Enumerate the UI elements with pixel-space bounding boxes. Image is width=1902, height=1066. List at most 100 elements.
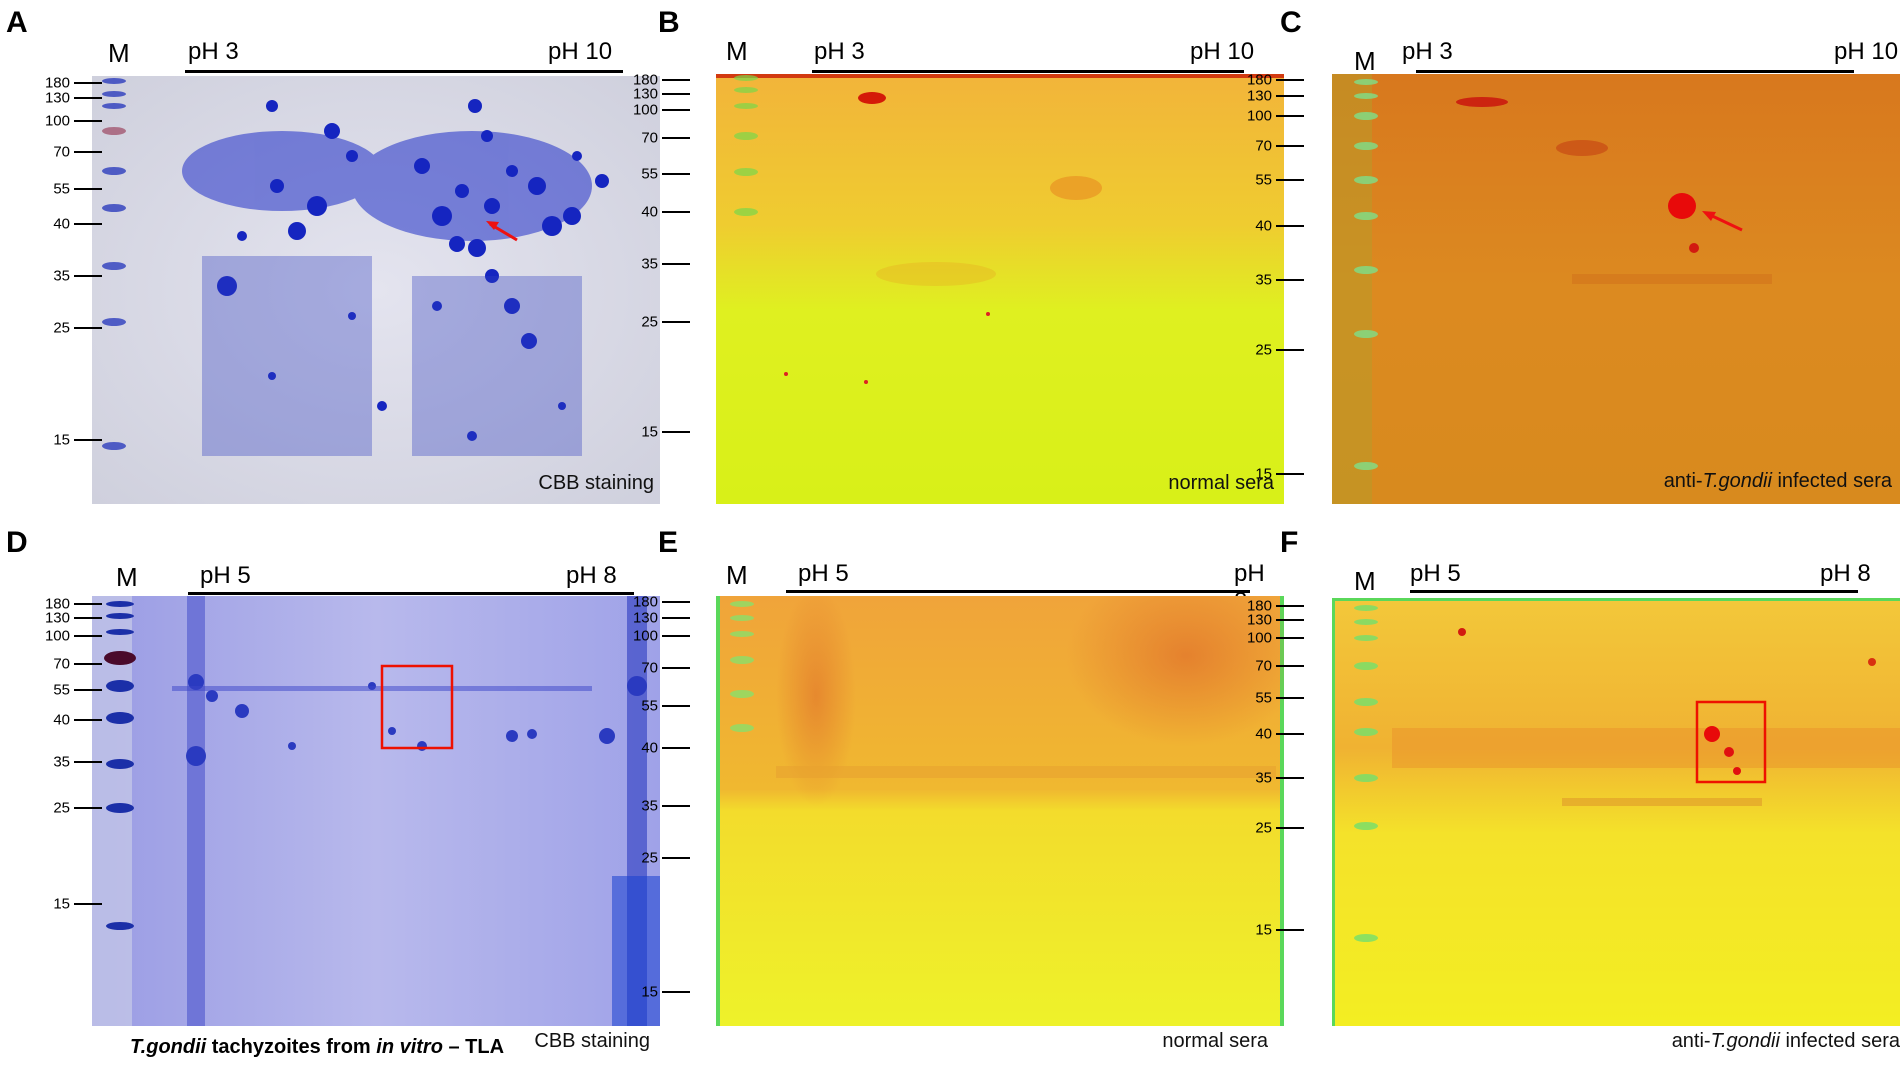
mw-tick xyxy=(662,705,690,707)
mw-15-label: 15 xyxy=(53,895,70,913)
mw-tick xyxy=(1276,225,1304,227)
gel-image xyxy=(92,76,660,504)
mw-tick xyxy=(662,173,690,175)
mw-55-label: 55 xyxy=(53,180,70,198)
mw-40-label: 40 xyxy=(1255,217,1272,235)
mw-70-label: 70 xyxy=(53,143,70,161)
ph-left-label: pH 5 xyxy=(1410,560,1461,587)
mw-tick xyxy=(662,601,690,603)
mw-180-label: 180 xyxy=(1246,597,1272,615)
caption-prefix: anti- xyxy=(1663,470,1703,492)
gel-image xyxy=(716,74,1284,504)
mw-25-label: 25 xyxy=(641,313,658,331)
panel-letter: C xyxy=(1280,6,1302,39)
mw-tick xyxy=(662,321,690,323)
mw-100-label: 100 xyxy=(1246,107,1272,125)
mw-70-label: 70 xyxy=(1255,657,1272,675)
ph-gradient-bar xyxy=(188,592,634,595)
marker-label: M xyxy=(1354,46,1376,76)
mw-100-label: 100 xyxy=(44,627,70,645)
panel-caption: normal sera xyxy=(1162,1030,1268,1052)
mw-tick xyxy=(74,689,102,691)
mw-25-label: 25 xyxy=(53,319,70,337)
mw-tick xyxy=(1276,605,1304,607)
mw-tick xyxy=(74,603,102,605)
mw-35-label: 35 xyxy=(1255,769,1272,787)
ph-gradient-bar xyxy=(786,590,1250,593)
gel-image xyxy=(1332,598,1900,1026)
mw-35-label: 35 xyxy=(1255,271,1272,289)
mw-tick xyxy=(662,263,690,265)
mw-180-label: 180 xyxy=(632,71,658,89)
ph-right-label: pH 10 xyxy=(548,38,613,65)
footer-source: in vitro xyxy=(376,1036,443,1058)
mw-tick xyxy=(1276,179,1304,181)
mw-tick xyxy=(1276,827,1304,829)
mw-130-label: 130 xyxy=(632,85,658,103)
mw-tick xyxy=(662,617,690,619)
ph-gradient-bar xyxy=(1410,590,1858,593)
mw-180-label: 180 xyxy=(1246,71,1272,89)
panel-e: E M pH 5 pH 8 180 130 100 70 xyxy=(633,520,1284,1053)
mw-180-label: 180 xyxy=(44,595,70,613)
marker-label: M xyxy=(108,38,130,68)
mw-tick xyxy=(662,93,690,95)
ph-left-label: pH 5 xyxy=(200,562,251,589)
mw-tick xyxy=(1276,95,1304,97)
mw-tick xyxy=(74,223,102,225)
mw-130-label: 130 xyxy=(632,609,658,627)
marker-label: M xyxy=(726,36,748,66)
mw-35-label: 35 xyxy=(53,753,70,771)
ph-right-label: pH 8 xyxy=(1820,560,1871,587)
mw-70-label: 70 xyxy=(641,129,658,147)
mw-tick xyxy=(74,635,102,637)
mw-tick xyxy=(1276,929,1304,931)
ph-left-label: pH 3 xyxy=(814,38,865,65)
ph-right-label: pH 8 xyxy=(566,562,617,589)
marker-label: M xyxy=(726,560,748,590)
mw-ladder: 180 130 100 70 55 40 35 25 15 xyxy=(624,71,694,504)
mw-tick xyxy=(662,79,690,81)
mw-25-label: 25 xyxy=(641,849,658,867)
ph-left-label: pH 5 xyxy=(798,560,849,587)
mw-tick xyxy=(662,635,690,637)
ph-gradient-bar xyxy=(812,70,1244,73)
panel-letter: D xyxy=(6,526,28,559)
mw-tick xyxy=(74,903,102,905)
ph-gradient-bar xyxy=(185,70,623,73)
mw-tick xyxy=(74,807,102,809)
mw-tick xyxy=(74,439,102,441)
mw-ladder: 180 130 100 70 55 40 35 25 15 xyxy=(624,593,694,1026)
mw-55-label: 55 xyxy=(641,165,658,183)
mw-tick xyxy=(662,431,690,433)
panel-caption: CBB staining xyxy=(538,472,654,494)
footer-organism: T.gondii xyxy=(129,1036,207,1058)
mw-ladder: 180 130 100 70 55 40 35 25 15 xyxy=(1238,598,1308,1026)
footer-text-2: – TLA xyxy=(442,1036,505,1058)
caption-suffix: infected sera xyxy=(1771,470,1892,492)
mw-tick xyxy=(662,667,690,669)
mw-tick xyxy=(74,188,102,190)
panel-b: B M pH 3 pH 10 180 130 100 70 55 xyxy=(633,0,1284,533)
mw-180-label: 180 xyxy=(632,593,658,611)
mw-55-label: 55 xyxy=(1255,171,1272,189)
mw-100-label: 100 xyxy=(632,627,658,645)
panel-d: D M pH 5 pH 8 xyxy=(0,520,660,1053)
caption-organism: T.gondii xyxy=(1702,470,1772,492)
mw-tick xyxy=(662,805,690,807)
mw-tick xyxy=(662,991,690,993)
mw-35-label: 35 xyxy=(53,267,70,285)
mw-15-label: 15 xyxy=(641,983,658,1001)
mw-tick xyxy=(1276,637,1304,639)
ph-gradient-bar xyxy=(1416,70,1854,73)
mw-15-label: 15 xyxy=(53,431,70,449)
caption-organism: T.gondii xyxy=(1710,1030,1780,1052)
panel-f: F M pH 5 pH 8 xyxy=(1247,520,1902,1053)
ph-left-label: pH 3 xyxy=(1402,38,1453,65)
gel-image xyxy=(92,596,660,1026)
panel-a: A M pH 3 pH 10 xyxy=(0,0,660,533)
mw-ladder: 180 130 100 70 55 40 35 25 15 xyxy=(1238,71,1308,504)
mw-tick xyxy=(1276,79,1304,81)
mw-tick xyxy=(74,617,102,619)
mw-55-label: 55 xyxy=(641,697,658,715)
